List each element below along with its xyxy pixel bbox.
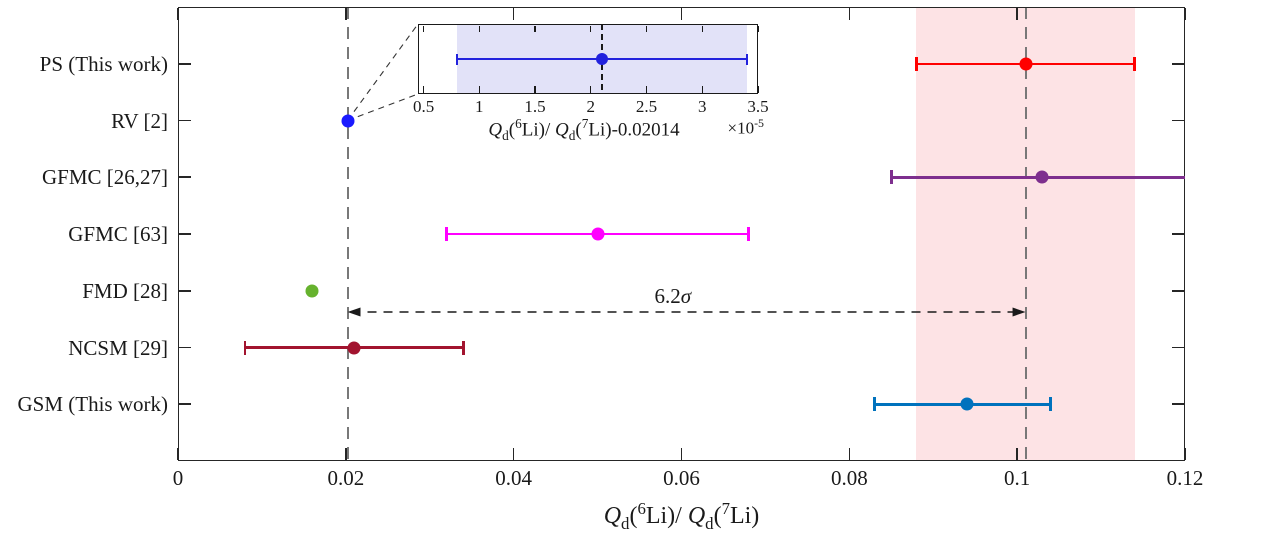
errorbar-cap-left-5 (243, 340, 247, 355)
data-marker-5 (347, 341, 361, 354)
x-tick-label-0: 0 (172, 466, 184, 490)
inset-x-tick-top-5 (701, 25, 703, 32)
x-tick-top (177, 8, 179, 20)
x-tick-bottom (1184, 448, 1186, 460)
x-tick-top (1184, 8, 1186, 20)
x-tick-bottom (1016, 448, 1018, 460)
inset-x-tick-label-6: 3.5 (747, 97, 769, 116)
data-marker-0 (1019, 57, 1033, 71)
x-tick-bottom (345, 448, 347, 460)
inset-x-tick-top-6 (757, 25, 759, 32)
x-tick-top (848, 8, 851, 20)
inset-data-marker (595, 53, 608, 65)
data-marker-3 (591, 227, 605, 241)
errorbar-cap-left-2 (890, 170, 893, 185)
inset-x-tick-top-4 (645, 25, 648, 32)
inset-x-tick-top-3 (590, 25, 592, 32)
y-axis-label-5: NCSM [29] (68, 335, 168, 360)
x-tick-top (512, 8, 515, 20)
errorbar-cap-right-0 (1133, 56, 1136, 71)
y-tick-left (179, 289, 191, 292)
data-marker-6 (960, 397, 974, 411)
y-tick-right (1172, 346, 1184, 349)
inset-errorbar-cap-right (745, 53, 748, 65)
inset-multiplier-label: ×10-5 (727, 116, 765, 138)
x-tick-label-1: 0.02 (327, 466, 365, 490)
y-axis-label-2: GFMC [26,27] (41, 165, 168, 190)
errorbar-cap-right-3 (747, 227, 750, 241)
inset-x-tick-top-1 (478, 25, 480, 32)
errorbar-cap-left-0 (915, 56, 918, 71)
x-tick-label-5: 0.1 (1004, 466, 1031, 490)
y-tick-left (179, 62, 191, 65)
y-tick-right (1172, 119, 1184, 122)
errorbar-cap-left-3 (445, 227, 448, 241)
y-axis-label-1: RV [2] (111, 108, 168, 133)
y-tick-left (179, 346, 191, 349)
y-tick-left (179, 233, 191, 235)
inset-x-tick-label-1: 1 (475, 97, 484, 116)
data-marker-1 (341, 114, 354, 127)
inset-x-tick-bottom-1 (478, 86, 480, 93)
y-tick-left (179, 403, 191, 406)
inset-x-tick-bottom-6 (757, 86, 759, 93)
y-tick-right (1172, 403, 1184, 406)
y-tick-left (179, 119, 191, 122)
reference-dashed-line-1 (1024, 7, 1027, 461)
inset-x-tick-label-0: 0.5 (412, 97, 435, 116)
x-tick-bottom (680, 448, 683, 460)
data-marker-4 (305, 284, 319, 298)
inset-x-tick-label-3: 2 (586, 97, 596, 116)
errorbar-cap-right-5 (462, 340, 465, 355)
inset-x-tick-bottom-2 (534, 86, 536, 93)
y-tick-right (1172, 62, 1184, 65)
y-tick-left (179, 176, 191, 179)
inset-x-tick-bottom-5 (701, 86, 703, 93)
inset-frame (418, 24, 758, 94)
reference-dashed-line-0 (346, 7, 349, 461)
inset-x-tick-label-5: 3 (698, 97, 707, 116)
x-tick-label-6: 0.12 (1166, 466, 1204, 490)
x-tick-top (1016, 8, 1018, 20)
y-axis-label-4: FMD [28] (82, 278, 168, 303)
x-tick-label-4: 0.08 (830, 466, 868, 490)
errorbar-cap-right-6 (1049, 397, 1052, 412)
y-tick-right (1172, 289, 1184, 292)
sigma-annotation-label: 6.2σ (654, 284, 692, 308)
inset-errorbar-cap-left (455, 53, 459, 65)
errorbar-cap-left-6 (873, 397, 876, 412)
inset-x-tick-bottom-3 (590, 86, 592, 93)
inset-x-tick-label-2: 1.5 (524, 97, 546, 116)
inset-x-tick-bottom-4 (645, 86, 648, 93)
x-tick-top (345, 8, 347, 20)
y-axis-label-6: GSM (This work) (17, 392, 169, 417)
x-tick-bottom (512, 448, 515, 460)
inset-x-tick-label-4: 2.5 (635, 97, 658, 116)
x-tick-bottom (848, 448, 851, 460)
x-tick-label-3: 0.06 (663, 466, 700, 490)
inset-x-tick-bottom-0 (422, 86, 425, 93)
y-axis-label-3: GFMC [63] (68, 222, 168, 246)
y-tick-right (1172, 233, 1184, 235)
x-axis-label: Qd(6Li)/ Qd(7Li) (603, 499, 760, 533)
data-marker-2 (1035, 170, 1049, 184)
x-tick-top (680, 8, 683, 20)
inset-x-tick-top-2 (534, 25, 536, 32)
inset-x-axis-label: Qd(6Li)/ Qd(7Li)-0.02014 (488, 116, 680, 144)
y-axis-label-0: PS (This work) (39, 51, 168, 76)
inset-x-tick-top-0 (422, 25, 425, 32)
axes-frame (178, 7, 1185, 461)
x-tick-label-2: 0.04 (495, 466, 533, 490)
x-tick-bottom (177, 448, 179, 460)
